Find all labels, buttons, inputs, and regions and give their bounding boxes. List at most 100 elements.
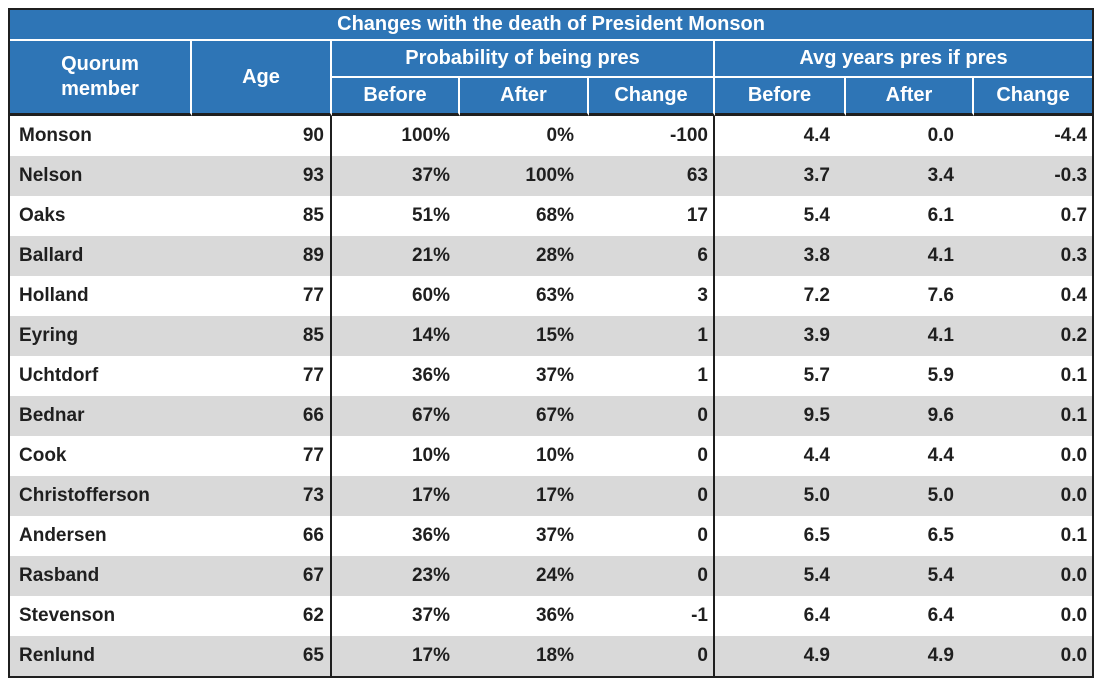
- cell-age: 93: [192, 156, 332, 196]
- cell-prob-after: 24%: [535, 565, 574, 586]
- cell-prob-before: 100%: [401, 125, 450, 146]
- cell-avg-change: -4.4: [1054, 125, 1088, 146]
- cell-prob-change: 17: [589, 196, 715, 236]
- cell-prob-after: 67%: [535, 405, 574, 426]
- cell-age: 67: [192, 556, 332, 596]
- cell-prob-change: -100: [589, 116, 715, 156]
- col-header-avg-before: Before: [715, 78, 846, 116]
- cell-prob-change: 0: [589, 636, 715, 676]
- cell-avg-before: 5.4: [803, 565, 830, 586]
- header-sub-row: Before After Change Before After Change: [10, 78, 1093, 116]
- cell-avg-change: 0.3: [1060, 245, 1088, 266]
- cell-avg-before: 4.4: [803, 125, 830, 146]
- cell-prob-after: 10%: [535, 445, 574, 466]
- cell-avg-change: 0.0: [1060, 485, 1088, 506]
- cell-avg-change: 0.0: [1060, 605, 1088, 626]
- group-header-avg-years: Avg years pres if pres: [715, 41, 1093, 78]
- table-row: Oaks 85 51% 68% 17 5.4 6.1 0.7: [10, 196, 1093, 236]
- cell-member-name: Monson: [19, 125, 92, 146]
- cell-prob-before: 14%: [411, 325, 450, 346]
- cell-age: 85: [192, 316, 332, 356]
- cell-member-name: Stevenson: [19, 605, 116, 626]
- cell-prob-change: -1: [589, 596, 715, 636]
- cell-member-name: Oaks: [19, 205, 66, 226]
- cell-age: 77: [192, 356, 332, 396]
- cell-age: 73: [192, 476, 332, 516]
- cell-avg-before: 5.4: [803, 205, 830, 226]
- quorum-succession-table: Changes with the death of President Mons…: [8, 8, 1095, 678]
- table-row: Nelson 93 37% 100% 63 3.7 3.4 -0.3: [10, 156, 1093, 196]
- cell-prob-after: 68%: [535, 205, 574, 226]
- cell-avg-after: 3.4: [927, 165, 954, 186]
- cell-age: 85: [192, 196, 332, 236]
- cell-avg-after: 0.0: [927, 125, 954, 146]
- cell-prob-after: 28%: [535, 245, 574, 266]
- cell-avg-change: 0.1: [1060, 525, 1088, 546]
- cell-avg-before: 6.5: [803, 525, 830, 546]
- cell-age: 89: [192, 236, 332, 276]
- cell-avg-before: 7.2: [803, 285, 830, 306]
- cell-avg-change: 0.0: [1060, 445, 1088, 466]
- col-header-avg-change: Change: [974, 78, 1093, 116]
- cell-avg-before: 4.9: [803, 645, 830, 666]
- cell-avg-after: 4.1: [927, 245, 954, 266]
- cell-avg-after: 6.5: [927, 525, 954, 546]
- cell-age: 77: [192, 436, 332, 476]
- cell-member-name: Rasband: [19, 565, 100, 586]
- table-row: Holland 77 60% 63% 3 7.2 7.6 0.4: [10, 276, 1093, 316]
- table-row: Uchtdorf 77 36% 37% 1 5.7 5.9 0.1: [10, 356, 1093, 396]
- cell-prob-before: 36%: [411, 365, 450, 386]
- cell-prob-before: 21%: [411, 245, 450, 266]
- cell-avg-before: 3.7: [803, 165, 830, 186]
- cell-prob-before: 51%: [411, 205, 450, 226]
- cell-prob-after: 15%: [535, 325, 574, 346]
- table-row: Andersen 66 36% 37% 0 6.5 6.5 0.1: [10, 516, 1093, 556]
- table-header: Changes with the death of President Mons…: [10, 10, 1093, 116]
- cell-prob-change: 0: [589, 556, 715, 596]
- cell-member-name: Ballard: [19, 245, 84, 266]
- cell-avg-after: 7.6: [927, 285, 954, 306]
- cell-prob-before: 17%: [411, 485, 450, 506]
- cell-prob-change: 1: [589, 356, 715, 396]
- cell-prob-after: 37%: [535, 365, 574, 386]
- cell-avg-after: 5.4: [927, 565, 954, 586]
- cell-member-name: Renlund: [19, 645, 95, 666]
- cell-prob-after: 17%: [535, 485, 574, 506]
- header-group-row: Quorum member Age Probability of being p…: [10, 41, 1093, 116]
- cell-member-name: Holland: [19, 285, 89, 306]
- cell-member-name: Eyring: [19, 325, 79, 346]
- table-row: Cook 77 10% 10% 0 4.4 4.4 0.0: [10, 436, 1093, 476]
- cell-avg-change: -0.3: [1054, 165, 1088, 186]
- cell-avg-after: 5.0: [927, 485, 954, 506]
- cell-avg-before: 4.4: [803, 445, 830, 466]
- cell-age: 65: [192, 636, 332, 676]
- group-header-probability: Probability of being pres: [332, 41, 715, 78]
- cell-prob-before: 10%: [411, 445, 450, 466]
- col-header-prob-change: Change: [589, 78, 715, 116]
- cell-avg-after: 4.4: [927, 445, 954, 466]
- cell-avg-change: 0.1: [1060, 405, 1088, 426]
- table-row: Christofferson 73 17% 17% 0 5.0 5.0 0.0: [10, 476, 1093, 516]
- cell-prob-change: 0: [589, 396, 715, 436]
- cell-prob-after: 0%: [546, 125, 574, 146]
- col-header-quorum-member: Quorum member: [10, 41, 192, 116]
- cell-age: 90: [192, 116, 332, 156]
- cell-age: 62: [192, 596, 332, 636]
- table-row: Stevenson 62 37% 36% -1 6.4 6.4 0.0: [10, 596, 1093, 636]
- cell-avg-change: 0.7: [1060, 205, 1088, 226]
- cell-prob-before: 60%: [411, 285, 450, 306]
- cell-age: 66: [192, 396, 332, 436]
- cell-prob-change: 0: [589, 476, 715, 516]
- cell-prob-change: 6: [589, 236, 715, 276]
- cell-avg-before: 3.9: [803, 325, 830, 346]
- cell-avg-change: 0.0: [1060, 645, 1088, 666]
- data-table: Changes with the death of President Mons…: [10, 10, 1093, 676]
- col-header-prob-after: After: [460, 78, 589, 116]
- cell-member-name: Christofferson: [19, 485, 150, 506]
- cell-avg-after: 4.9: [927, 645, 954, 666]
- cell-avg-before: 3.8: [803, 245, 830, 266]
- cell-prob-change: 0: [589, 436, 715, 476]
- cell-age: 66: [192, 516, 332, 556]
- cell-member-name: Bednar: [19, 405, 85, 426]
